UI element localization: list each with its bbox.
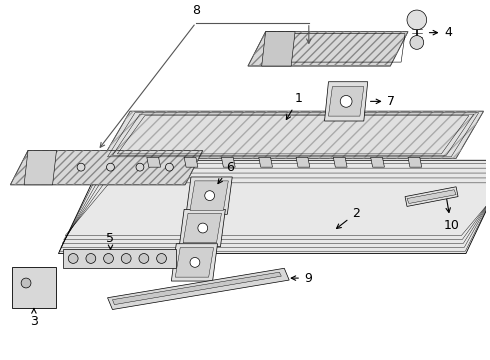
Text: 7: 7: [370, 95, 395, 108]
Polygon shape: [333, 157, 347, 167]
Polygon shape: [172, 244, 218, 281]
Polygon shape: [248, 32, 408, 66]
Polygon shape: [190, 181, 228, 210]
Text: 9: 9: [291, 271, 312, 285]
Circle shape: [21, 278, 31, 288]
Polygon shape: [107, 268, 289, 310]
Polygon shape: [12, 267, 55, 307]
Circle shape: [103, 253, 113, 264]
Polygon shape: [10, 150, 203, 185]
Polygon shape: [179, 210, 225, 247]
Polygon shape: [407, 190, 456, 203]
Polygon shape: [102, 111, 484, 158]
Polygon shape: [175, 248, 214, 277]
Circle shape: [86, 253, 96, 264]
Text: 6: 6: [218, 161, 234, 184]
Polygon shape: [186, 177, 232, 214]
Text: 8: 8: [192, 4, 200, 17]
Circle shape: [157, 253, 167, 264]
Text: 3: 3: [30, 309, 38, 328]
Polygon shape: [405, 187, 458, 206]
Polygon shape: [147, 157, 161, 167]
Polygon shape: [58, 160, 490, 253]
Circle shape: [340, 95, 352, 107]
Polygon shape: [221, 157, 235, 167]
Circle shape: [166, 163, 173, 171]
Polygon shape: [112, 272, 281, 305]
Circle shape: [122, 253, 131, 264]
Circle shape: [407, 10, 427, 30]
Circle shape: [106, 163, 115, 171]
Polygon shape: [183, 213, 221, 243]
Polygon shape: [296, 157, 310, 167]
Text: 1: 1: [286, 92, 303, 120]
Polygon shape: [184, 157, 198, 167]
Polygon shape: [63, 249, 176, 268]
Polygon shape: [408, 157, 422, 167]
Polygon shape: [370, 157, 385, 167]
Text: 4: 4: [429, 26, 452, 39]
Text: 10: 10: [443, 199, 459, 232]
Circle shape: [68, 253, 78, 264]
Circle shape: [77, 163, 85, 171]
Polygon shape: [262, 32, 295, 66]
Circle shape: [410, 36, 424, 49]
Text: 5: 5: [106, 232, 115, 249]
Circle shape: [198, 223, 208, 233]
Circle shape: [205, 191, 215, 201]
Circle shape: [190, 257, 200, 267]
Text: 2: 2: [337, 207, 360, 229]
Polygon shape: [259, 157, 272, 167]
Circle shape: [136, 163, 144, 171]
Circle shape: [139, 253, 149, 264]
Polygon shape: [324, 82, 368, 121]
Polygon shape: [328, 87, 364, 116]
Polygon shape: [24, 150, 56, 185]
